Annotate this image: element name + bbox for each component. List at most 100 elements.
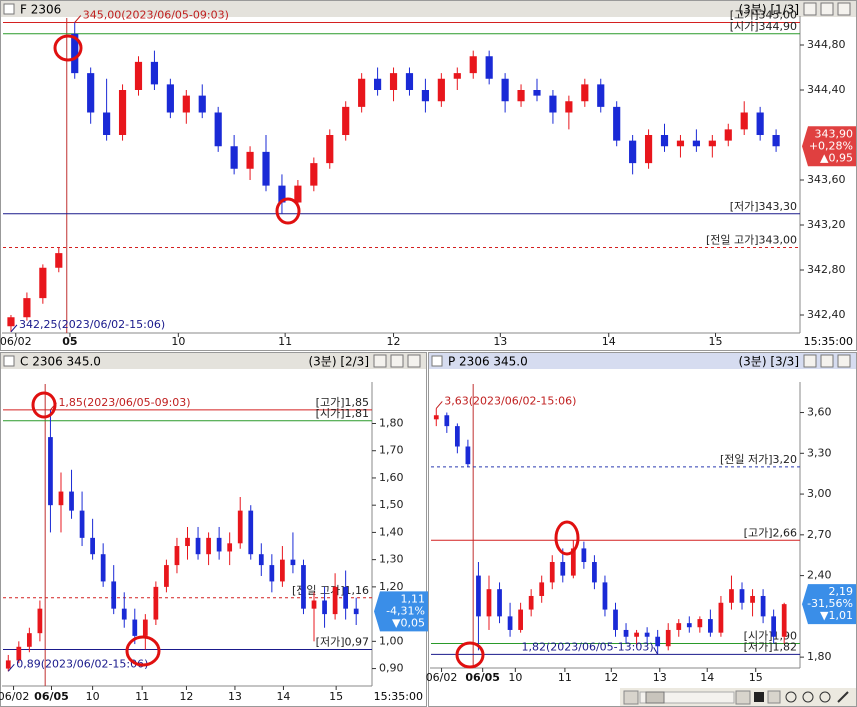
x-tick-label: 11: [135, 690, 149, 703]
annotation-pointer: [10, 324, 18, 333]
scroll-track[interactable]: [639, 691, 735, 704]
x-tick-label: 14: [602, 335, 616, 348]
window-button[interactable]: [803, 354, 817, 368]
x-tick-label: 11: [278, 335, 292, 348]
candle-body: [692, 140, 700, 147]
window-button[interactable]: [407, 354, 421, 368]
candle-body: [560, 562, 566, 576]
window-button[interactable]: [837, 354, 851, 368]
price-box: [374, 591, 428, 632]
candle-body: [469, 56, 477, 74]
candle-body: [486, 589, 492, 617]
candle-body: [198, 95, 206, 113]
y-tick-label: 1,80: [379, 416, 404, 429]
candle-body: [134, 61, 143, 90]
candle-body: [118, 90, 127, 135]
candle-body: [48, 437, 53, 506]
annotation-pointer: [653, 647, 659, 655]
play-button[interactable]: [767, 690, 781, 704]
price-box: [802, 584, 856, 625]
candle-body: [629, 140, 637, 164]
window-button[interactable]: [820, 354, 834, 368]
candle-body: [597, 84, 605, 107]
candle-body: [58, 491, 64, 506]
price-box-change: ▼0,05: [392, 616, 425, 629]
candle-body: [771, 616, 777, 637]
candle-body: [454, 426, 460, 447]
annotation: 0,89(2023/06/02-15:06): [16, 657, 148, 670]
window-button[interactable]: [820, 2, 834, 16]
x-tick-label: 10: [171, 335, 185, 348]
candle-body: [740, 112, 748, 130]
x-tick-label: 12: [179, 690, 193, 703]
window-title: F 2306: [20, 3, 61, 17]
candle-body: [729, 589, 734, 603]
x-tick-label: 06/05: [465, 671, 500, 684]
tool-button[interactable]: [837, 691, 849, 703]
candle-body: [79, 510, 85, 538]
candle-body: [164, 565, 169, 587]
annotation-pointer: [7, 663, 15, 672]
candle-body: [278, 185, 286, 203]
candle-body: [718, 602, 724, 633]
y-tick-label: 3,60: [807, 406, 832, 419]
window-button[interactable]: [390, 354, 404, 368]
candle-body: [437, 78, 445, 102]
stop-button[interactable]: [754, 692, 764, 702]
candle-body: [100, 554, 106, 582]
window-button[interactable]: [837, 2, 851, 16]
window-button[interactable]: [373, 354, 387, 368]
candle-body: [87, 73, 95, 113]
x-tick-label: 13: [653, 671, 667, 684]
y-tick-label: 3,30: [807, 446, 832, 459]
annotation: 345,00(2023/06/05-09:03): [83, 9, 229, 22]
scroll-thumb[interactable]: [645, 691, 665, 704]
candle-body: [182, 95, 190, 113]
zoom-fit[interactable]: [819, 691, 831, 703]
x-end-label: 15:35:00: [804, 335, 853, 348]
title-bar: [429, 353, 856, 369]
candle-body: [756, 112, 764, 135]
candle-body: [358, 78, 366, 107]
candle-body: [528, 595, 534, 610]
window-button[interactable]: [803, 2, 817, 16]
ref-line-label: [전일 저가]3,20: [720, 452, 797, 466]
candle-body: [142, 619, 148, 636]
y-tick-label: 1,00: [379, 634, 404, 647]
x-tick-label: 11: [558, 671, 572, 684]
x-tick-label: 13: [493, 335, 507, 348]
candle-body: [497, 589, 502, 617]
x-tick-label: 13: [228, 690, 242, 703]
y-tick-label: 344,40: [807, 83, 846, 96]
price-box-change-pct: -4,31%: [386, 604, 425, 617]
candle-body: [227, 543, 233, 552]
candle-body: [374, 78, 382, 90]
candle-body: [533, 90, 541, 96]
ref-line-label: [시가]344,90: [730, 20, 797, 33]
candle-body: [26, 633, 32, 647]
candle-body: [772, 135, 780, 147]
y-tick-label: 1,30: [379, 553, 404, 566]
annotation-pointer: [435, 401, 443, 409]
candle-body: [301, 565, 306, 609]
y-tick-label: 1,60: [379, 471, 404, 484]
candle-body: [676, 140, 685, 147]
highlight-circle: [125, 635, 161, 667]
zoom-out[interactable]: [802, 691, 814, 703]
candle-body: [39, 267, 47, 299]
zoom-in[interactable]: [785, 691, 797, 703]
candle-body: [644, 135, 653, 164]
scroll-left[interactable]: [623, 690, 639, 705]
candle-body: [214, 112, 222, 147]
candle-body: [444, 415, 450, 427]
candle-body: [174, 546, 180, 566]
price-box-change: ▼1,01: [820, 609, 853, 622]
y-tick-label: 3,00: [807, 487, 832, 500]
highlight-circle: [554, 520, 580, 556]
scroll-right[interactable]: [735, 690, 751, 705]
highlight-circle: [31, 391, 57, 419]
candle-body: [465, 446, 471, 465]
price-box-price: 343,90: [815, 127, 854, 140]
annotation: 342,25(2023/06/02-15:06): [19, 318, 165, 331]
y-tick-label: 344,80: [807, 38, 846, 51]
